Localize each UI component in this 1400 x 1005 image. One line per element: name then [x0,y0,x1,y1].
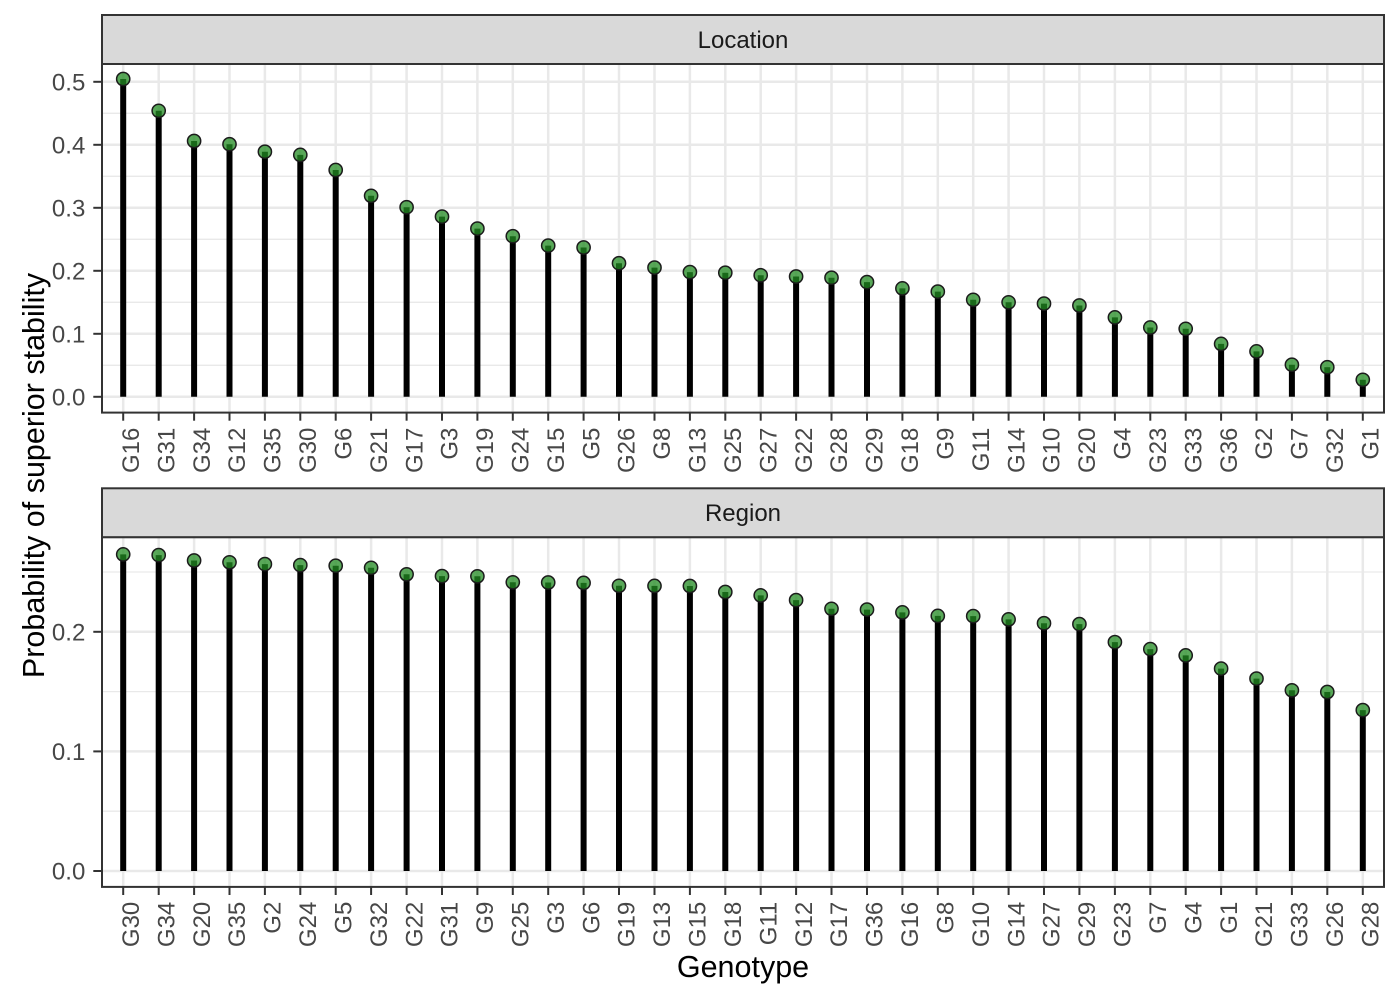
svg-text:G34: G34 [189,428,216,473]
svg-text:G6: G6 [578,902,605,934]
svg-text:G15: G15 [685,902,712,947]
svg-text:0.1: 0.1 [52,739,85,766]
svg-text:G9: G9 [472,902,499,934]
svg-text:0.4: 0.4 [52,132,85,159]
svg-text:G26: G26 [1322,902,1349,947]
svg-text:G31: G31 [153,428,180,473]
svg-text:G19: G19 [614,902,641,947]
svg-text:G2: G2 [260,902,287,934]
svg-text:G1: G1 [1216,902,1243,934]
svg-text:G17: G17 [826,902,853,947]
svg-text:G12: G12 [791,902,818,947]
svg-text:G36: G36 [1216,428,1243,473]
svg-text:G16: G16 [897,902,924,947]
svg-text:0.5: 0.5 [52,69,85,96]
svg-text:G28: G28 [1358,902,1385,947]
svg-text:G25: G25 [720,428,747,473]
svg-text:0.3: 0.3 [52,195,85,222]
svg-text:G7: G7 [1145,902,1172,934]
svg-text:G5: G5 [330,902,357,934]
svg-text:G27: G27 [1039,902,1066,947]
svg-text:G1: G1 [1358,428,1385,460]
svg-text:G13: G13 [685,428,712,473]
svg-text:G33: G33 [1180,428,1207,473]
svg-text:G33: G33 [1287,902,1314,947]
svg-text:G4: G4 [1180,902,1207,934]
svg-text:G6: G6 [330,428,357,460]
svg-text:G10: G10 [968,902,995,947]
svg-text:Genotype: Genotype [677,950,809,984]
svg-text:0.1: 0.1 [52,321,85,348]
svg-text:G21: G21 [1251,902,1278,947]
svg-text:G29: G29 [1074,902,1101,947]
svg-text:G19: G19 [472,428,499,473]
svg-text:G2: G2 [1251,428,1278,460]
svg-text:G17: G17 [401,428,428,473]
svg-text:G24: G24 [508,428,535,473]
svg-text:G11: G11 [755,902,782,946]
svg-text:G8: G8 [649,428,676,460]
svg-text:G15: G15 [543,428,570,473]
svg-text:G9: G9 [933,428,960,460]
svg-text:0.0: 0.0 [52,859,85,886]
svg-text:G8: G8 [933,902,960,934]
svg-text:G30: G30 [118,902,145,947]
svg-text:G31: G31 [437,902,464,947]
svg-text:G35: G35 [224,902,251,947]
svg-text:G24: G24 [295,902,322,947]
svg-text:G22: G22 [791,428,818,473]
svg-text:G30: G30 [295,428,322,473]
svg-text:G10: G10 [1039,428,1066,473]
svg-text:G34: G34 [153,902,180,947]
svg-text:G3: G3 [543,902,570,934]
svg-text:G29: G29 [862,428,889,473]
svg-text:0.2: 0.2 [52,258,85,285]
svg-text:G26: G26 [614,428,641,473]
svg-text:G3: G3 [437,428,464,460]
svg-text:G11: G11 [968,428,995,472]
svg-text:G23: G23 [1110,902,1137,947]
svg-text:Location: Location [698,27,789,54]
svg-text:G5: G5 [578,428,605,460]
svg-text:G36: G36 [862,902,889,947]
svg-text:0.2: 0.2 [52,619,85,646]
svg-text:Probability of superior stabil: Probability of superior stability [17,272,51,678]
svg-text:G28: G28 [826,428,853,473]
svg-text:Region: Region [705,500,781,527]
svg-text:G18: G18 [720,902,747,947]
svg-text:G14: G14 [1003,428,1030,473]
svg-text:G25: G25 [508,902,535,947]
svg-text:G32: G32 [366,902,393,947]
svg-text:G16: G16 [118,428,145,473]
svg-text:G21: G21 [366,428,393,473]
svg-text:G4: G4 [1110,428,1137,460]
svg-text:0.0: 0.0 [52,384,85,411]
svg-text:G20: G20 [189,902,216,947]
svg-text:G23: G23 [1145,428,1172,473]
svg-text:G35: G35 [260,428,287,473]
svg-text:G12: G12 [224,428,251,473]
svg-text:G14: G14 [1003,902,1030,947]
svg-text:G32: G32 [1322,428,1349,473]
svg-text:G20: G20 [1074,428,1101,473]
svg-text:G13: G13 [649,902,676,947]
svg-text:G22: G22 [401,902,428,947]
svg-text:G18: G18 [897,428,924,473]
svg-text:G27: G27 [755,428,782,473]
svg-text:G7: G7 [1287,428,1314,460]
